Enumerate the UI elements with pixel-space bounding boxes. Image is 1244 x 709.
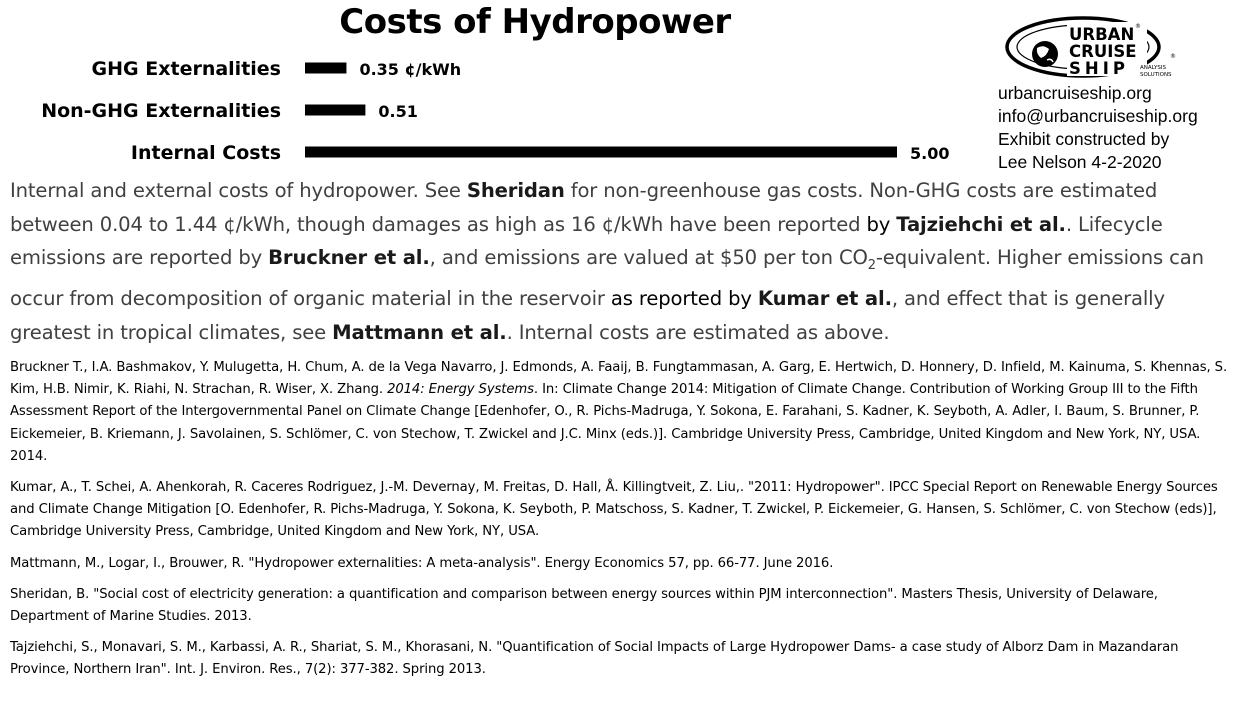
reference-kumar: Kumar, A., T. Schei, A. Ahenkorah, R. Ca… xyxy=(10,480,1218,540)
value-label-ghg-externalities: 0.35 ¢/kWh xyxy=(359,60,461,79)
logo-line-cruise: CRUISE xyxy=(1069,42,1137,61)
urban-cruise-ship-logo: URBAN CRUISE SHIP ® ® ANALYSIS SOLUTIONS xyxy=(1005,16,1176,78)
description-paragraph: Internal and external costs of hydropowe… xyxy=(10,179,1204,344)
credit-line-2: Lee Nelson 4-2-2020 xyxy=(998,152,1162,172)
kumar-citation: Kumar et al. xyxy=(757,287,892,311)
hydropower-cost-bar-chart: GHG Externalities 0.35 ¢/kWh Non-GHG Exter… xyxy=(41,58,949,164)
logo-tagline-solutions: SOLUTIONS xyxy=(1140,72,1172,78)
sheridan-citation: Sheridan xyxy=(466,179,565,202)
bruckner-citation: Bruckner et al. xyxy=(268,246,430,269)
email-link[interactable]: info@urbancruiseship.org xyxy=(998,106,1198,126)
logo-line-ship: SHIP xyxy=(1069,59,1129,78)
reference-tajziehchi: Tajziehchi, S., Monavari, S. M., Karbass… xyxy=(10,640,1179,678)
credit-line-1: Exhibit constructed by xyxy=(998,129,1170,149)
globe-icon xyxy=(1032,41,1058,67)
tajziehchi-citation: Tajziehchi et al. xyxy=(896,212,1066,236)
website-link[interactable]: urbancruiseship.org xyxy=(998,83,1152,103)
bar-ghg-externalities xyxy=(305,62,347,74)
category-label-non-ghg-externalities: Non-GHG Externalities xyxy=(41,100,281,122)
logo-line-urban: URBAN xyxy=(1069,25,1134,44)
reference-mattmann: Mattmann, M., Logar, I., Brouwer, R. "Hy… xyxy=(10,555,834,571)
logo-registered-mark-side: ® xyxy=(1170,53,1176,60)
references-list: Bruckner T., I.A. Bashmakov, Y. Mulugett… xyxy=(10,357,1236,691)
bar-internal-costs xyxy=(305,146,897,158)
logo-registered-mark-top: ® xyxy=(1135,23,1141,30)
logo-tagline-analysis: ANALYSIS xyxy=(1140,65,1166,71)
value-label-internal-costs: 5.00 xyxy=(910,144,949,163)
bar-non-ghg-externalities xyxy=(305,104,366,116)
reference-bruckner: Bruckner T., I.A. Bashmakov, Y. Mulugett… xyxy=(10,360,1228,464)
mattmann-citation: Mattmann et al. xyxy=(332,320,507,344)
value-label-non-ghg-externalities: 0.51 xyxy=(378,102,417,121)
category-label-internal-costs: Internal Costs xyxy=(131,142,281,164)
reference-sheridan: Sheridan, B. "Social cost of electricity… xyxy=(10,586,1158,625)
category-label-ghg-externalities: GHG Externalities xyxy=(92,58,281,80)
chart-title: Costs of Hydropower xyxy=(339,2,731,42)
contact-block: urbancruiseship.org info@urbancruiseship… xyxy=(998,82,1198,174)
